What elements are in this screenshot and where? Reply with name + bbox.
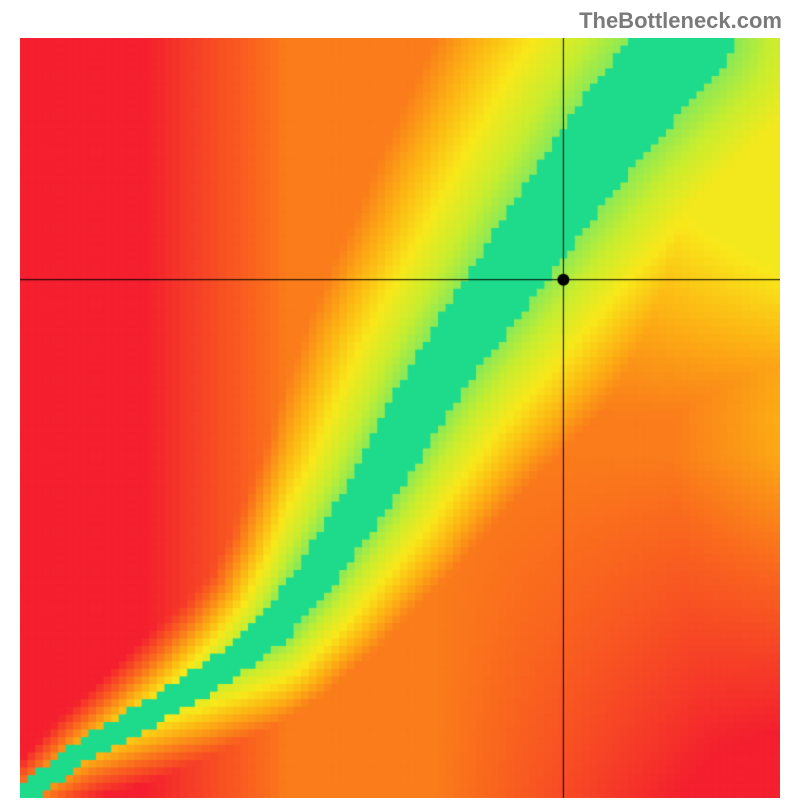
- bottleneck-heatmap: [20, 38, 780, 798]
- heatmap-canvas: [20, 38, 780, 798]
- watermark-text: TheBottleneck.com: [579, 8, 782, 34]
